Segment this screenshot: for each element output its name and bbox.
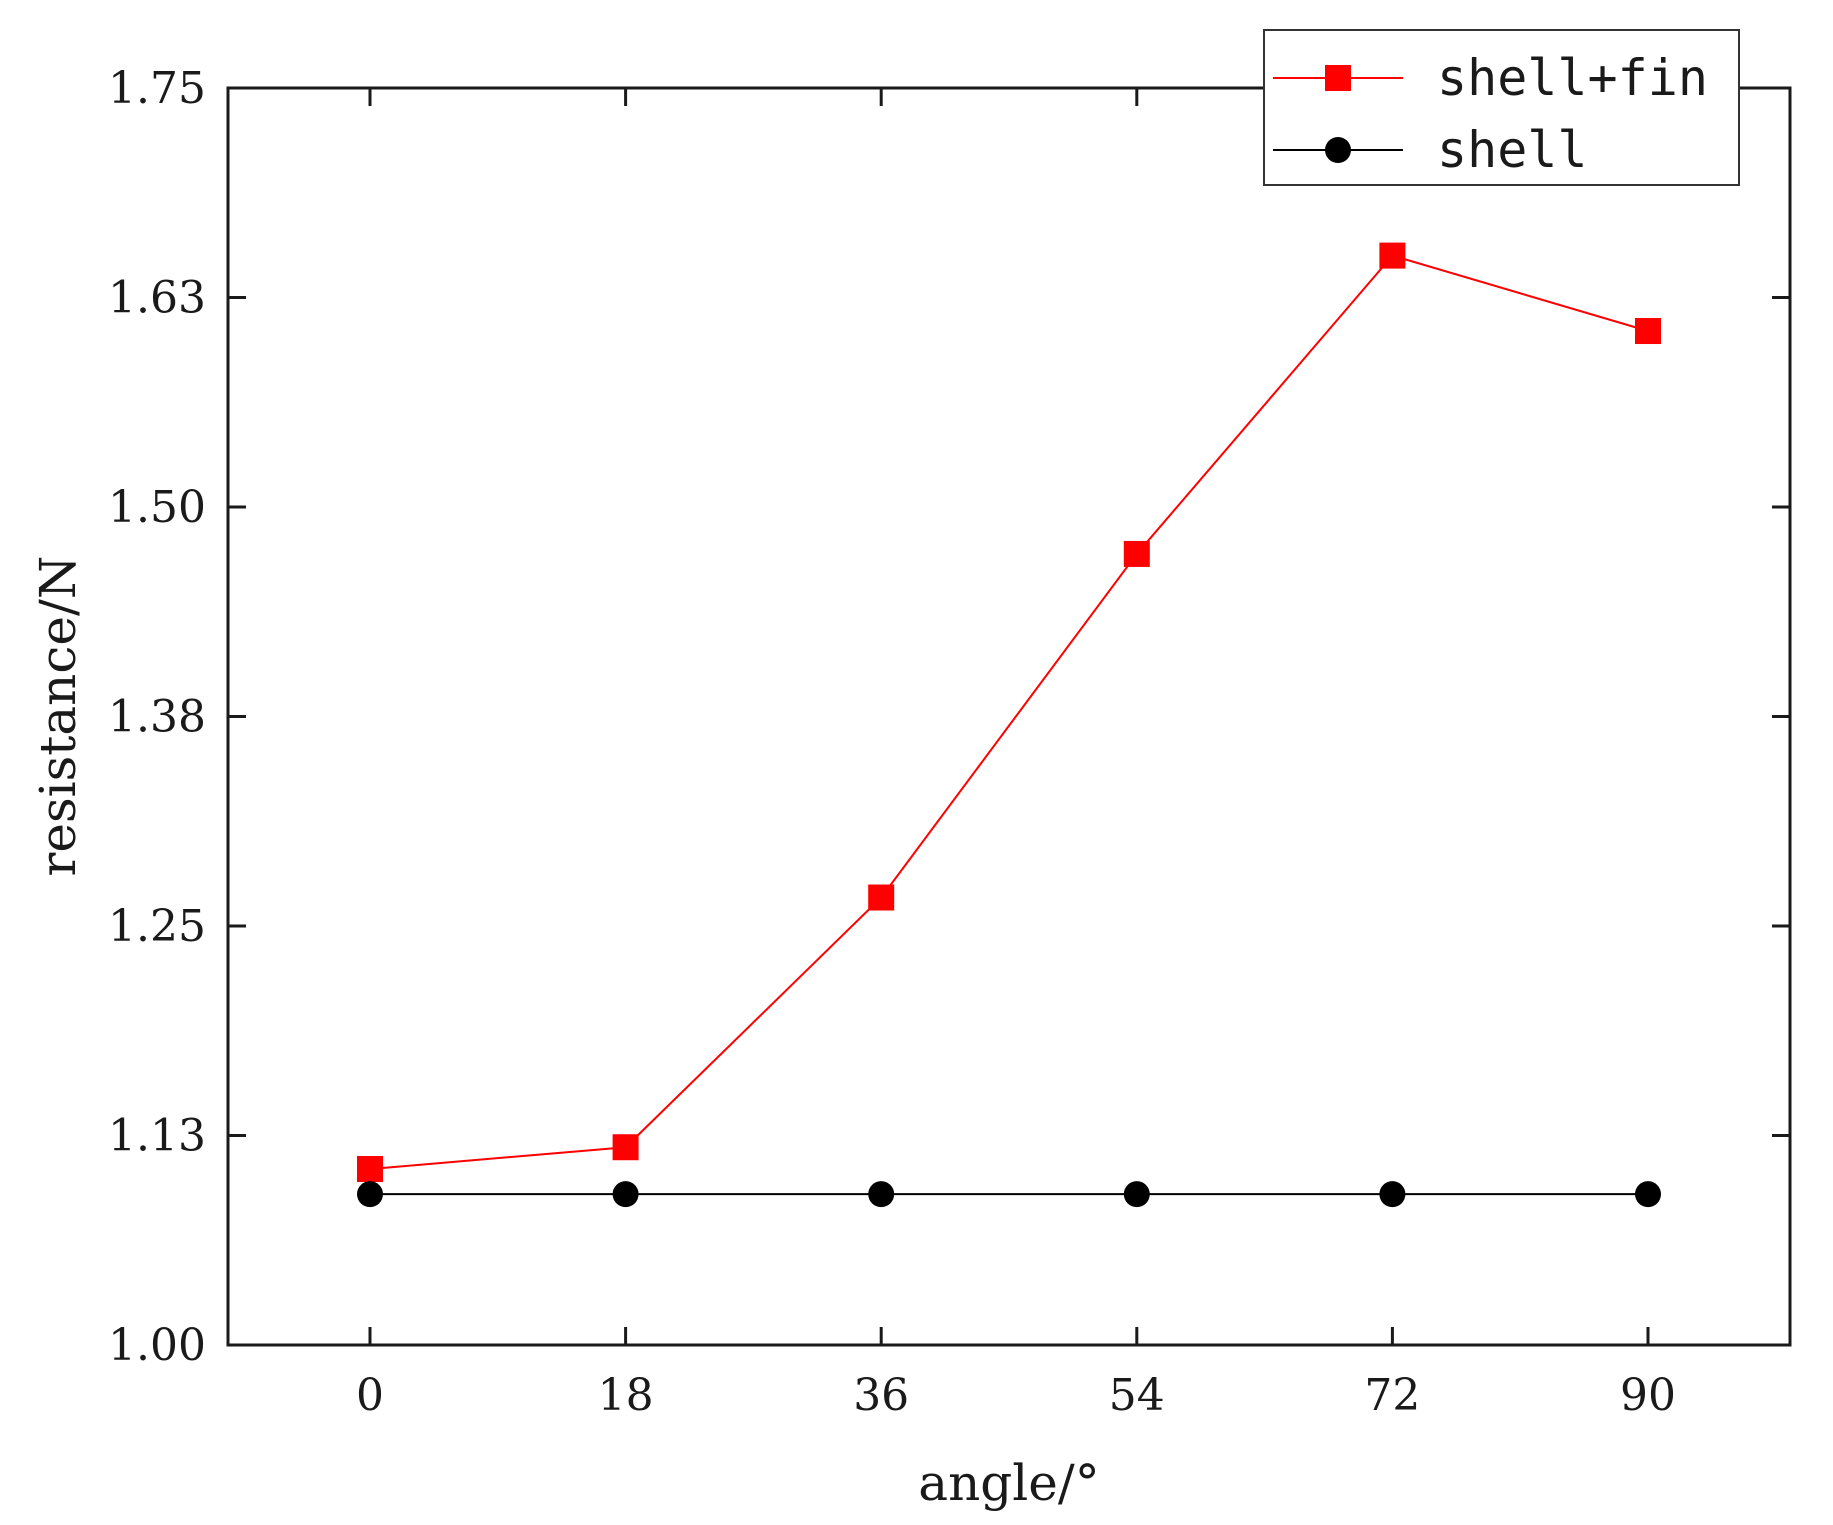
plot-frame: [226, 86, 1792, 1347]
legend-label-shell-fin: shell+fin: [1437, 49, 1708, 107]
x-tick-label: 36: [853, 1370, 909, 1421]
x-tick-label: 0: [356, 1370, 384, 1421]
data-point-0: [1123, 540, 1150, 567]
x-tick-label: 90: [1620, 1370, 1676, 1421]
x-tick-label: 72: [1364, 1370, 1420, 1421]
legend-marker-shell-fin: [1325, 65, 1351, 91]
series-line-0: [369, 254, 1649, 1171]
y-tick-label: 1.50: [108, 482, 206, 533]
x-tick-label: 54: [1109, 1370, 1165, 1421]
data-point-0: [1635, 318, 1661, 345]
y-tick-label: 1.63: [108, 273, 206, 324]
data-point-1: [868, 1181, 895, 1208]
data-point-0: [612, 1134, 639, 1161]
series-layer: [357, 242, 1661, 1208]
data-point-1: [1635, 1181, 1661, 1208]
legend-marker-shell: [1325, 137, 1351, 163]
data-point-1: [357, 1181, 383, 1208]
y-tick-label: 1.75: [108, 63, 206, 114]
data-point-0: [868, 884, 895, 911]
x-axis-label: angle/°: [918, 1454, 1099, 1512]
y-axis: 1.00 1.13 1.25 1.38 1.50 1.63 1.75: [108, 63, 1790, 1371]
data-point-1: [1379, 1181, 1406, 1208]
y-tick-label: 1.25: [108, 901, 206, 952]
data-point-0: [1379, 242, 1406, 269]
data-point-1: [1123, 1181, 1150, 1208]
x-axis: 0 18 36 54 72 90: [356, 88, 1676, 1421]
legend-label-shell: shell: [1437, 121, 1588, 179]
data-point-0: [357, 1156, 383, 1183]
legend: shell+fin shell: [1263, 29, 1740, 186]
data-point-1: [612, 1181, 639, 1208]
y-axis-label: resistance/N: [29, 555, 87, 876]
y-tick-label: 1.13: [108, 1111, 206, 1162]
y-tick-label: 1.38: [108, 692, 206, 743]
y-tick-label: 1.00: [108, 1320, 206, 1371]
x-tick-label: 18: [598, 1370, 654, 1421]
